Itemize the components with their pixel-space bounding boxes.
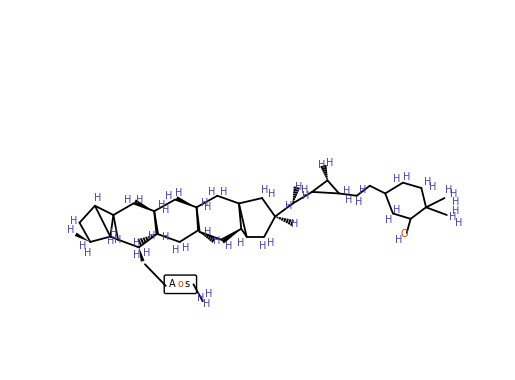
- Text: H: H: [237, 238, 244, 248]
- Text: H: H: [450, 189, 457, 199]
- Text: H: H: [197, 293, 205, 303]
- Text: o: o: [178, 279, 183, 289]
- Text: H: H: [452, 197, 460, 207]
- Text: H: H: [208, 187, 215, 197]
- Polygon shape: [139, 247, 145, 262]
- Text: H: H: [143, 249, 150, 258]
- Text: H: H: [165, 191, 173, 201]
- Text: H: H: [343, 186, 350, 196]
- Text: H: H: [345, 195, 352, 204]
- Text: H: H: [302, 191, 310, 201]
- FancyBboxPatch shape: [164, 275, 197, 293]
- Text: H: H: [70, 216, 77, 226]
- Text: H: H: [162, 231, 169, 242]
- Text: H: H: [162, 204, 169, 215]
- Text: H: H: [393, 204, 401, 215]
- Text: H: H: [111, 228, 118, 239]
- Text: H: H: [107, 236, 114, 246]
- Text: H: H: [393, 174, 401, 184]
- Text: H: H: [133, 250, 140, 260]
- Text: H: H: [452, 206, 460, 216]
- Polygon shape: [134, 200, 154, 211]
- Text: H: H: [295, 182, 303, 192]
- Text: H: H: [359, 185, 367, 195]
- Text: H: H: [220, 187, 227, 197]
- Text: H: H: [385, 215, 393, 225]
- Text: H: H: [285, 201, 293, 211]
- Text: H: H: [318, 160, 325, 170]
- Text: H: H: [203, 299, 210, 309]
- Text: O: O: [401, 229, 408, 239]
- Text: H: H: [83, 249, 91, 258]
- Text: H: H: [200, 198, 208, 209]
- Text: H: H: [175, 188, 182, 198]
- Text: H: H: [182, 243, 190, 253]
- Text: H: H: [203, 227, 211, 237]
- Text: H: H: [259, 241, 266, 251]
- Text: H: H: [133, 239, 140, 249]
- Text: H: H: [79, 241, 87, 251]
- Text: H: H: [114, 236, 122, 245]
- Text: H: H: [66, 225, 74, 235]
- Text: H: H: [444, 185, 452, 195]
- Text: H: H: [148, 231, 156, 241]
- Text: H: H: [267, 238, 274, 248]
- Polygon shape: [221, 229, 242, 244]
- Text: H: H: [403, 171, 410, 182]
- Text: H: H: [430, 182, 437, 192]
- Text: H: H: [172, 245, 179, 255]
- Text: H: H: [94, 193, 101, 203]
- Polygon shape: [176, 196, 197, 207]
- Text: H: H: [301, 185, 308, 195]
- Text: H: H: [291, 219, 299, 229]
- Text: H: H: [261, 185, 268, 195]
- Text: H: H: [268, 189, 275, 199]
- Text: H: H: [424, 177, 431, 187]
- Text: H: H: [213, 236, 220, 246]
- Text: H: H: [205, 288, 213, 299]
- Text: s: s: [184, 279, 189, 289]
- Text: H: H: [449, 212, 457, 222]
- Text: H: H: [396, 236, 403, 245]
- Text: H: H: [136, 195, 143, 204]
- Text: H: H: [354, 197, 362, 207]
- Text: H: H: [204, 201, 212, 212]
- Text: H: H: [326, 158, 333, 168]
- Polygon shape: [75, 233, 90, 242]
- Text: H: H: [124, 195, 131, 204]
- Text: H: H: [158, 200, 166, 210]
- Text: H: H: [225, 241, 233, 251]
- Text: H: H: [455, 218, 462, 228]
- Text: A: A: [169, 279, 176, 289]
